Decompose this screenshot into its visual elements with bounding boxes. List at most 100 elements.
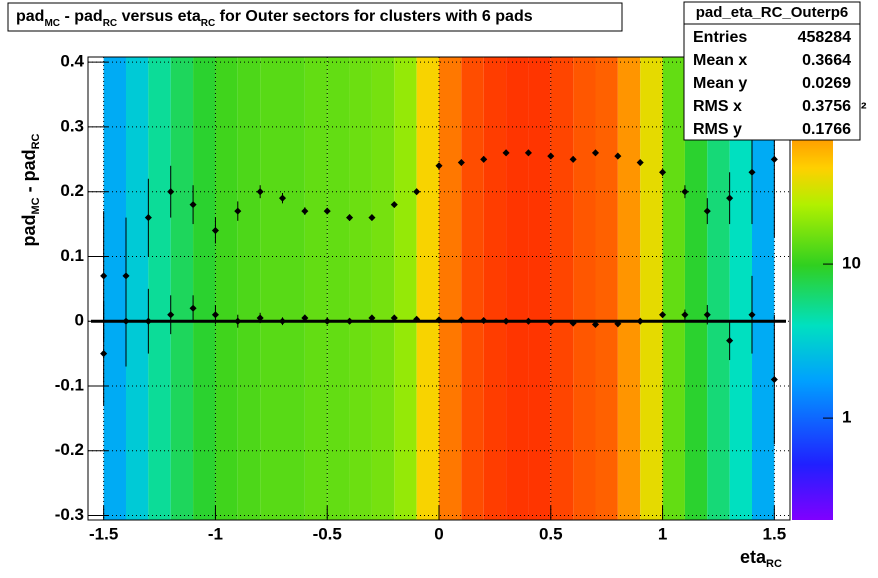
- x-axis-label: etaRC: [740, 547, 782, 570]
- point: [681, 188, 689, 196]
- heat-column: [662, 57, 685, 520]
- point: [211, 227, 219, 235]
- heat-column: [461, 57, 484, 520]
- plot-frame: [87, 56, 791, 521]
- stats-key: RMS x: [693, 98, 742, 115]
- point: [100, 350, 108, 358]
- point: [726, 194, 734, 202]
- heat-column: [751, 57, 775, 520]
- point: [591, 149, 600, 157]
- stats-key: RMS y: [693, 121, 742, 138]
- text-part: eta: [740, 547, 767, 567]
- y-tick-label: 0.2: [60, 181, 84, 200]
- heat-column: [617, 57, 641, 520]
- point: [256, 188, 264, 196]
- heat-column: [103, 57, 127, 520]
- point: [480, 155, 488, 163]
- stats-rows: Entries 458284 Mean x 0.3664 Mean y 0.0269 RMS…: [693, 29, 851, 138]
- subscript: RC: [30, 133, 42, 149]
- stats-value: 0.3664: [802, 52, 851, 69]
- heat-column: [439, 57, 462, 520]
- point: [167, 188, 175, 196]
- x-tick-label: -1: [208, 524, 223, 543]
- z-tick-label: 10: [842, 254, 861, 273]
- heat-column: [282, 57, 305, 520]
- y-tick-label: 0.1: [60, 246, 84, 265]
- point: [413, 188, 421, 196]
- subscript: MC: [44, 18, 60, 29]
- stats-key: Mean y: [693, 75, 747, 92]
- point: [457, 159, 465, 167]
- heat-column: [260, 57, 283, 520]
- point: [189, 304, 197, 312]
- x-tick-label: 1.5: [763, 524, 787, 543]
- point: [659, 168, 667, 176]
- point: [189, 201, 197, 209]
- heat-column: [170, 57, 194, 520]
- heat-column: [640, 57, 663, 520]
- z-tick-label: 1: [842, 408, 851, 427]
- text-part: - pad: [19, 149, 39, 197]
- point: [636, 159, 644, 167]
- text-part: for Outer sectors for clusters with 6 pa…: [215, 8, 533, 25]
- heat-column: [215, 57, 238, 520]
- heat-column: [416, 57, 439, 520]
- stats-box: [683, 1, 861, 141]
- stats-title: pad_eta_RC_Outerp6: [696, 4, 849, 21]
- heat-column: [483, 57, 507, 520]
- stats-value: 0.1766: [802, 121, 851, 138]
- point: [323, 207, 331, 215]
- point: [167, 311, 175, 319]
- heat-column: [237, 57, 261, 520]
- heat-column: [349, 57, 372, 520]
- x-tick-label: 0: [434, 524, 443, 543]
- heat-column: [573, 57, 596, 520]
- point: [703, 207, 711, 215]
- point: [703, 311, 711, 319]
- stats-value: 0.0269: [802, 75, 851, 92]
- chart-title: padMC - padRC versus etaRC for Outer sec…: [16, 8, 533, 28]
- stats-value: 458284: [798, 29, 851, 46]
- text-part: pad: [16, 8, 44, 25]
- point: [770, 155, 778, 163]
- y-axis-label: padMC - padRC: [19, 133, 42, 246]
- point: [435, 162, 443, 170]
- heat-column: [707, 57, 730, 520]
- point: [770, 375, 778, 384]
- heat-column: [371, 57, 395, 520]
- y-tick-label: -0.2: [55, 440, 84, 459]
- y-tick-label: 0.3: [60, 116, 84, 135]
- heat-column: [684, 57, 708, 520]
- point: [346, 214, 354, 222]
- stats-value: 0.3756: [802, 98, 851, 115]
- point: [614, 152, 622, 160]
- point: [659, 311, 667, 319]
- point: [569, 155, 577, 163]
- point: [681, 311, 689, 319]
- point: [748, 311, 756, 319]
- y-tick-label: -0.3: [55, 505, 84, 524]
- y-tick-label: 0.4: [60, 52, 84, 71]
- point: [234, 207, 242, 215]
- heat-column: [126, 57, 149, 520]
- point: [524, 149, 532, 157]
- y-tick-label: 0: [75, 311, 84, 330]
- text-part: - pad: [60, 8, 103, 25]
- heat-column: [193, 57, 216, 520]
- point: [144, 214, 152, 222]
- text-part: pad: [19, 214, 39, 246]
- heat-column: [729, 57, 752, 520]
- heat-column: [550, 57, 574, 520]
- stats-key: Mean x: [693, 52, 747, 69]
- x-tick-label: 1: [658, 524, 667, 543]
- y-tick-label: -0.1: [55, 375, 84, 394]
- heat-column: [394, 57, 417, 520]
- heat-column: [304, 57, 328, 520]
- point: [547, 152, 555, 160]
- heatmap: [88, 57, 790, 520]
- subscript: RC: [201, 18, 215, 29]
- point: [748, 168, 756, 176]
- x-tick-label: -1.5: [89, 524, 118, 543]
- point: [211, 311, 219, 319]
